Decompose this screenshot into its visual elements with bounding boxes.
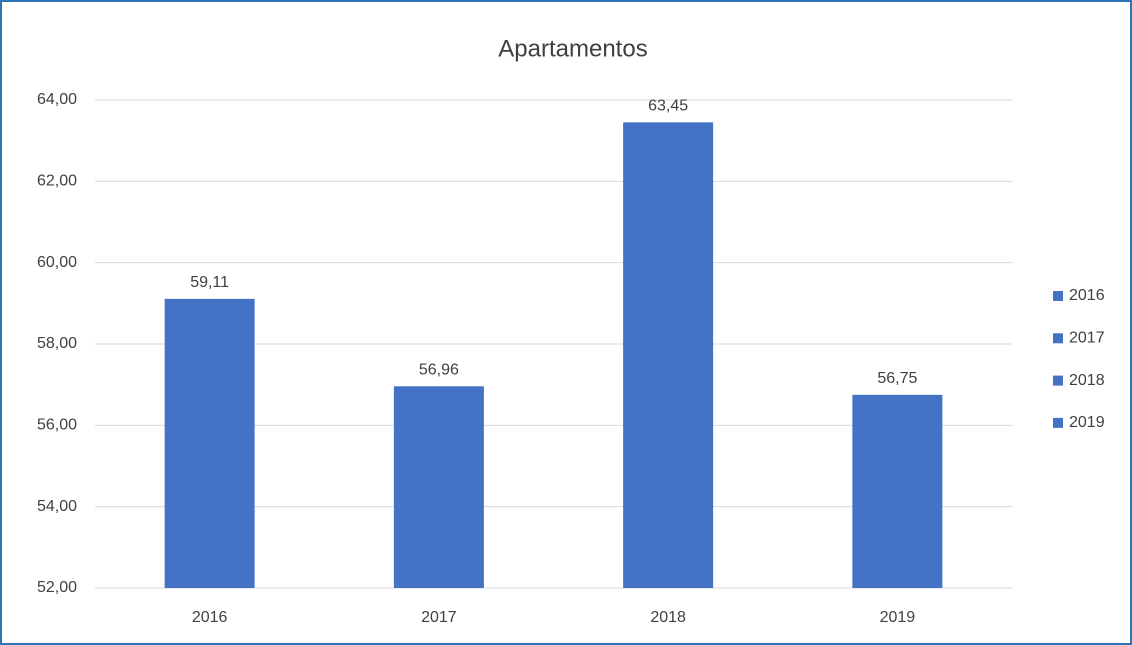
x-tick-label: 2019 <box>880 609 916 626</box>
data-label: 56,75 <box>877 370 917 387</box>
legend-label: 2019 <box>1069 414 1105 431</box>
bar <box>164 298 255 588</box>
y-tick-label: 56,00 <box>37 417 77 434</box>
bar <box>393 386 484 588</box>
chart-title: Apartamentos <box>498 35 647 62</box>
legend-swatch <box>1053 375 1063 386</box>
y-tick-label: 58,00 <box>37 335 77 352</box>
y-tick-label: 52,00 <box>37 579 77 596</box>
data-label: 59,11 <box>190 274 229 291</box>
x-tick-label: 2016 <box>192 609 228 626</box>
y-tick-label: 60,00 <box>37 254 77 271</box>
y-tick-label: 54,00 <box>37 498 77 515</box>
bar <box>623 122 714 588</box>
legend-swatch <box>1053 291 1063 301</box>
legend-swatch <box>1053 333 1063 344</box>
legend-label: 2017 <box>1069 330 1105 347</box>
bar <box>852 394 943 588</box>
x-tick-label: 2018 <box>650 609 686 626</box>
legend-swatch <box>1053 417 1063 428</box>
x-tick-label: 2017 <box>421 609 457 626</box>
legend-label: 2018 <box>1069 372 1105 389</box>
legend-label: 2016 <box>1069 287 1105 304</box>
data-label: 56,96 <box>419 362 459 379</box>
data-label: 63,45 <box>648 98 688 115</box>
y-tick-label: 62,00 <box>37 173 77 190</box>
y-tick-label: 64,00 <box>37 91 77 108</box>
